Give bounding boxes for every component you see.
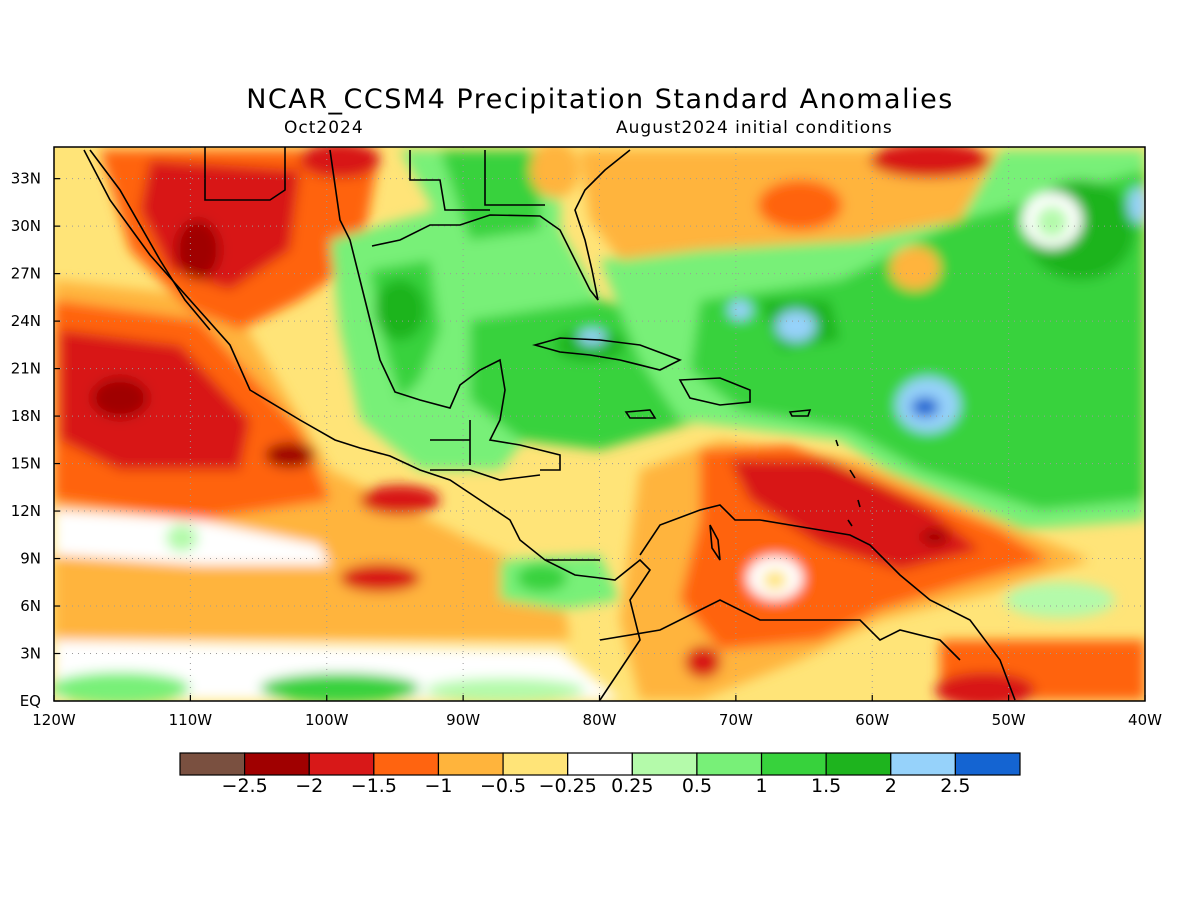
y-tick-label: 21N [11,360,41,378]
graticule [54,147,1145,701]
colorbar-label: −1 [424,775,453,797]
anomaly-field [54,147,1145,701]
y-tick-label: 6N [20,597,41,615]
y-tick-label: 27N [11,265,41,283]
y-axis: EQ 3N 6N 9N 12N 15N 18N 21N 24N 27N 30N 33N [11,170,60,710]
x-tick-label: 40W [1128,711,1162,729]
x-tick-label: 60W [855,711,889,729]
colorbar-label: 1.5 [811,775,842,797]
x-tick-label: 80W [583,711,617,729]
y-tick-label: 3N [20,645,41,663]
colorbar-swatch [244,752,310,776]
y-tick-label: 9N [20,550,41,568]
x-tick-label: 90W [446,711,480,729]
y-tick-label: 24N [11,312,41,330]
colorbar-label: −1.5 [350,775,397,797]
y-tick-label: 18N [11,407,41,425]
initial-conditions-label: August2024 initial conditions [616,118,893,138]
colorbar-swatch [308,752,375,776]
x-tick-label: 50W [992,711,1026,729]
colorbar [179,752,1021,776]
colorbar-swatch [954,752,1021,776]
colorbar-swatch [696,752,763,776]
colorbar-label: −0.5 [479,775,527,797]
colorbar-swatch [567,752,633,776]
colorbar-label: −0.25 [538,775,597,797]
colorbar-label: 2.5 [940,775,971,797]
colorbar-label: 0.25 [611,775,654,797]
colorbar-label: 1 [755,775,768,797]
colorbar-swatch [373,752,440,776]
colorbar-label: −2 [295,775,324,797]
colorbar-label: 2 [884,775,897,797]
colorbar-label: −2.5 [221,775,268,797]
x-axis: 120W 110W 100W 90W 80W 70W 60W 50W 40W [32,695,1162,729]
colorbar-swatch [179,752,246,776]
colorbar-swatch [890,752,956,776]
y-tick-label: 30N [11,217,41,235]
colorbar-swatch [825,752,892,776]
forecast-month: Oct2024 [284,118,364,138]
x-tick-label: 100W [305,711,349,729]
colorbar-swatch [502,752,569,776]
y-tick-label: 12N [11,502,41,520]
colorbar-swatch [631,752,698,776]
y-tick-label: EQ [20,692,41,710]
x-tick-label: 120W [32,711,76,729]
x-tick-label: 70W [719,711,753,729]
x-tick-label: 110W [169,711,213,729]
coastlines [83,147,1016,701]
colorbar-swatch [437,752,504,776]
map-title: NCAR_CCSM4 Precipitation Standard Anomal… [246,84,954,115]
colorbar-label: 0.5 [681,775,713,797]
y-tick-label: 15N [11,455,41,473]
colorbar-swatch [760,752,827,776]
y-tick-label: 33N [11,170,41,188]
